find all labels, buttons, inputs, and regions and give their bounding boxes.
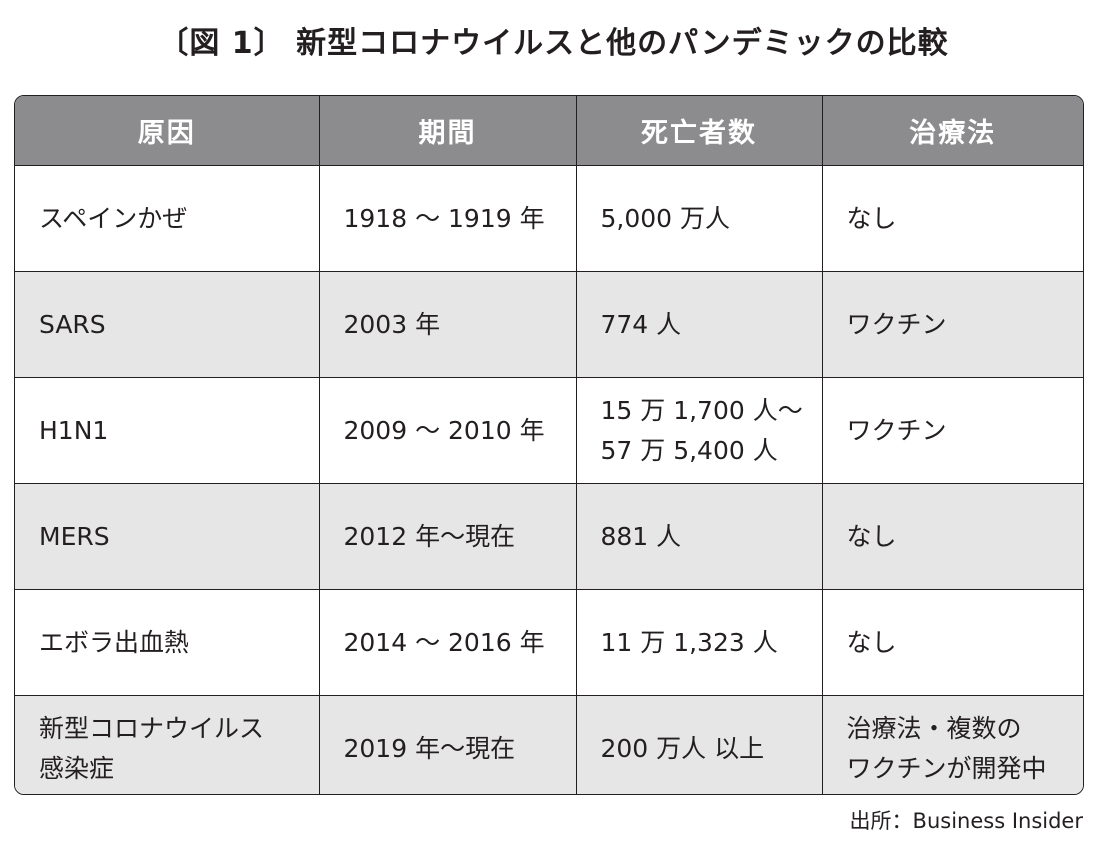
header-cause: 原因 xyxy=(15,96,320,166)
table-header-row: 原因 期間 死亡者数 治療法 xyxy=(15,96,1083,166)
cell-period: 2019 年〜現在 xyxy=(319,695,577,794)
cell-text-line-2: 57 万 5,400 人 xyxy=(600,435,778,465)
cell-text: スペインかぜ xyxy=(39,203,188,233)
cell-period: 2009 〜 2010 年 xyxy=(319,377,577,484)
cell-text: 2009 〜 2010 年 xyxy=(343,415,545,445)
cell-deaths: 774 人 xyxy=(576,271,823,378)
cell-deaths: 5,000 万人 xyxy=(576,165,823,272)
cell-cause: SARS xyxy=(15,271,320,378)
cell-period: 2014 〜 2016 年 xyxy=(319,589,577,696)
cell-treatment: ワクチン xyxy=(822,377,1083,484)
header-treatment: 治療法 xyxy=(822,96,1083,166)
header-deaths: 死亡者数 xyxy=(576,96,823,166)
cell-treatment: なし xyxy=(822,165,1083,272)
cell-text: なし xyxy=(846,521,897,551)
table-row-spanish-flu: スペインかぜ 1918 〜 1919 年 5,000 万人 なし xyxy=(15,165,1083,272)
cell-text: 1918 〜 1919 年 xyxy=(343,203,545,233)
cell-cause: 新型コロナウイルス 感染症 xyxy=(15,695,320,794)
cell-text: 881 人 xyxy=(600,521,682,551)
cell-text-line-1: 新型コロナウイルス xyxy=(39,713,265,743)
source-credit: 出所：Business Insider xyxy=(849,809,1083,833)
cell-text: 2003 年 xyxy=(343,309,441,339)
cell-deaths: 200 万人 以上 xyxy=(576,695,823,794)
cell-treatment: なし xyxy=(822,589,1083,696)
cell-treatment: なし xyxy=(822,483,1083,590)
cell-cause: H1N1 xyxy=(15,377,320,484)
cell-period: 1918 〜 1919 年 xyxy=(319,165,577,272)
cell-text: なし xyxy=(846,203,897,233)
cell-text: 11 万 1,323 人 xyxy=(600,627,778,657)
cell-treatment: 治療法・複数の ワクチンが開発中 xyxy=(822,695,1083,794)
table-row-h1n1: H1N1 2009 〜 2010 年 15 万 1,700 人〜 57 万 5,… xyxy=(15,377,1083,484)
cell-text: 2019 年〜現在 xyxy=(343,733,516,763)
comparison-table-container: 原因 期間 死亡者数 治療法 スペインかぜ 1918 〜 1919 年 5,00… xyxy=(14,95,1084,795)
cell-treatment: ワクチン xyxy=(822,271,1083,378)
cell-deaths: 15 万 1,700 人〜 57 万 5,400 人 xyxy=(576,377,823,484)
cell-text: ワクチン xyxy=(846,415,947,445)
cell-text: ワクチン xyxy=(846,309,947,339)
cell-text: SARS xyxy=(39,309,106,339)
cell-text-line-2: ワクチンが開発中 xyxy=(846,753,1047,783)
cell-text: 774 人 xyxy=(600,309,682,339)
cell-text: なし xyxy=(846,627,897,657)
table-row-mers: MERS 2012 年〜現在 881 人 なし xyxy=(15,483,1083,590)
cell-text: H1N1 xyxy=(39,415,109,445)
cell-text-line-1: 治療法・複数の xyxy=(846,713,1022,743)
cell-deaths: 11 万 1,323 人 xyxy=(576,589,823,696)
cell-text-line-1: 15 万 1,700 人〜 xyxy=(600,395,803,425)
pandemic-comparison-table: 原因 期間 死亡者数 治療法 スペインかぜ 1918 〜 1919 年 5,00… xyxy=(15,96,1083,794)
cell-period: 2003 年 xyxy=(319,271,577,378)
cell-text: 5,000 万人 xyxy=(600,203,731,233)
table-row-ebola: エボラ出血熱 2014 〜 2016 年 11 万 1,323 人 なし xyxy=(15,589,1083,696)
cell-text: エボラ出血熱 xyxy=(39,627,190,657)
cell-text: 2012 年〜現在 xyxy=(343,521,516,551)
header-period: 期間 xyxy=(319,96,577,166)
cell-deaths: 881 人 xyxy=(576,483,823,590)
cell-text: 2014 〜 2016 年 xyxy=(343,627,545,657)
table-row-sars: SARS 2003 年 774 人 ワクチン xyxy=(15,271,1083,378)
cell-text: MERS xyxy=(39,521,110,551)
cell-text: 200 万人 以上 xyxy=(600,733,765,763)
cell-cause: エボラ出血熱 xyxy=(15,589,320,696)
cell-text-line-2: 感染症 xyxy=(39,753,115,783)
table-row-covid19: 新型コロナウイルス 感染症 2019 年〜現在 200 万人 以上 治療法・複数… xyxy=(15,695,1083,794)
cell-cause: MERS xyxy=(15,483,320,590)
figure-title: 〔図 1〕 新型コロナウイルスと他のパンデミックの比較 xyxy=(158,26,949,61)
cell-period: 2012 年〜現在 xyxy=(319,483,577,590)
cell-cause: スペインかぜ xyxy=(15,165,320,272)
